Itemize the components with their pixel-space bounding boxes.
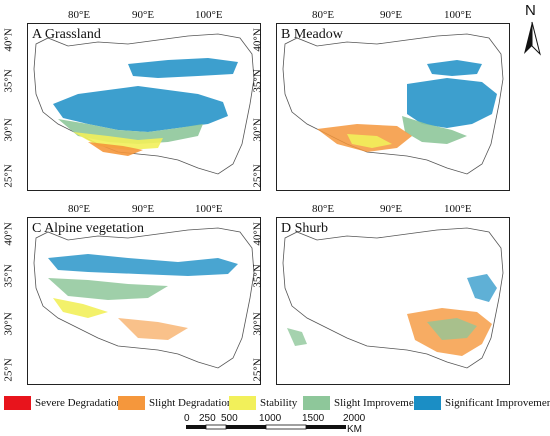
lat-tick: 40°N — [2, 222, 15, 246]
lat-tick: 25°N — [251, 358, 264, 382]
lon-tick: 80°E — [68, 203, 91, 215]
lon-tick: 80°E — [68, 9, 91, 21]
scale-tick: 0 — [184, 413, 190, 424]
map-panel-meadow: B Meadow — [276, 23, 510, 191]
lat-tick: 35°N — [251, 69, 264, 93]
lon-tick: 80°E — [312, 9, 335, 21]
map-grassland — [33, 33, 255, 175]
scale-tick: 500 — [221, 413, 238, 424]
shrub-change-layer — [287, 274, 497, 356]
map-shrub — [282, 227, 504, 369]
lat-tick: 30°N — [2, 118, 15, 142]
lon-tick: 90°E — [380, 9, 403, 21]
lat-tick: 40°N — [251, 28, 264, 52]
legend-swatch — [118, 396, 145, 410]
lat-tick: 35°N — [251, 264, 264, 288]
lat-tick: 30°N — [2, 312, 15, 336]
scale-bar: 0 250 500 1000 1500 2000 KM — [184, 413, 376, 435]
lon-tick: 100°E — [195, 9, 223, 21]
legend-label: Significant Improvement — [445, 397, 550, 409]
scale-tick: 1500 — [302, 413, 325, 424]
lon-tick: 90°E — [132, 9, 155, 21]
lon-tick: 90°E — [380, 203, 403, 215]
alpine-change-layer — [48, 254, 238, 340]
panel-title: D Shurb — [281, 221, 329, 236]
legend-label: Stability — [260, 397, 298, 409]
grassland-change-layer — [53, 58, 238, 156]
lat-tick: 40°N — [251, 222, 264, 246]
legend-swatch — [303, 396, 330, 410]
lat-tick: 35°N — [2, 69, 15, 93]
legend-swatch — [414, 396, 441, 410]
lon-tick: 100°E — [444, 9, 472, 21]
legend-swatch — [4, 396, 31, 410]
scale-tick: 1000 — [259, 413, 282, 424]
lat-tick: 40°N — [2, 28, 15, 52]
plateau-outline — [33, 33, 255, 175]
scale-bar-graphic — [186, 424, 346, 430]
lat-tick: 35°N — [2, 264, 15, 288]
lon-tick: 90°E — [132, 203, 155, 215]
meadow-change-layer — [317, 60, 497, 152]
map-panel-alpine-vegetation: C Alpine vegetation — [27, 217, 261, 385]
legend-label: Slight Improvement — [334, 397, 423, 409]
legend-label: Slight Degradation — [149, 397, 233, 409]
north-label: N — [525, 2, 536, 19]
map-meadow — [282, 33, 504, 175]
scale-tick: 2000 — [343, 413, 366, 424]
lon-tick: 100°E — [444, 203, 472, 215]
map-panel-grassland: A Grassland — [27, 23, 261, 191]
lon-tick: 80°E — [312, 203, 335, 215]
legend-label: Severe Degradation — [35, 397, 123, 409]
panel-title: A Grassland — [32, 27, 101, 42]
scale-unit: KM — [347, 424, 362, 435]
map-alpine-vegetation — [33, 227, 255, 369]
panel-title: B Meadow — [281, 27, 343, 42]
lat-tick: 25°N — [2, 358, 15, 382]
north-arrow-icon — [524, 21, 541, 56]
lat-tick: 25°N — [251, 164, 264, 188]
lat-tick: 30°N — [251, 312, 264, 336]
lat-tick: 25°N — [2, 164, 15, 188]
map-panel-shrub: D Shurb — [276, 217, 510, 385]
lat-tick: 30°N — [251, 118, 264, 142]
lon-tick: 100°E — [195, 203, 223, 215]
scale-tick: 250 — [199, 413, 216, 424]
plateau-outline — [282, 227, 504, 369]
panel-title: C Alpine vegetation — [32, 221, 144, 236]
plateau-outline — [33, 227, 255, 369]
north-arrow: N — [517, 2, 547, 62]
legend-swatch — [229, 396, 256, 410]
